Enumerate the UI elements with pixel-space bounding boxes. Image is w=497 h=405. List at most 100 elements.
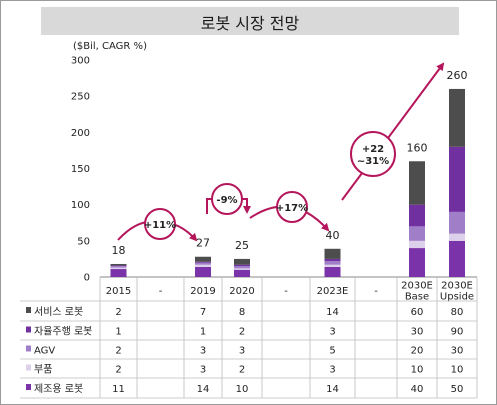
- table-cell: 8: [239, 307, 245, 318]
- legend-swatch-autonomous: [26, 326, 31, 333]
- y-tick-label: 300: [71, 56, 90, 67]
- table-cell: 1: [200, 327, 206, 338]
- table-cell: 40: [411, 384, 424, 395]
- table-cell: 3: [200, 346, 206, 357]
- table-cell: 14: [326, 307, 339, 318]
- table-header-cell: 2030E: [401, 281, 433, 292]
- bar-autonomous: [409, 204, 425, 227]
- table-header-cell: -: [374, 286, 378, 297]
- title-bar: 로봇 시장 전망: [41, 7, 459, 35]
- legend-label-autonomous: 자율주행 로봇: [34, 326, 92, 338]
- table-cell: 3: [329, 327, 335, 338]
- table-header-cell: Upside: [440, 292, 474, 303]
- bar-service: [234, 258, 250, 265]
- legend-swatch-parts: [26, 364, 31, 371]
- total-labels: 18 27 25 40 160 260: [112, 69, 468, 257]
- cagr-2015-2019-circle: [144, 208, 176, 240]
- legend-label-parts: 부품: [34, 364, 52, 376]
- cagr-2019-2020-label: -9%: [216, 195, 237, 206]
- bar-manufacturing: [234, 269, 250, 277]
- total-label: 260: [447, 69, 468, 82]
- bar-parts: [324, 264, 341, 267]
- y-tick-label: 200: [71, 128, 90, 139]
- table-cell: 60: [411, 307, 424, 318]
- total-label: 160: [407, 141, 428, 154]
- table-cell: 11: [112, 384, 125, 395]
- bar-agv: [449, 211, 465, 234]
- y-tick-label: 250: [71, 92, 90, 103]
- bars: [110, 88, 465, 277]
- bar-service: [110, 263, 127, 266]
- cagr-2020-2023-label: +17%: [276, 203, 308, 214]
- bar-parts: [234, 268, 250, 270]
- cagr-2015-2019-label: +11%: [144, 220, 176, 231]
- growth-arrows: +11% -9% +17% +22~31%: [117, 62, 445, 242]
- table-header-cell: -: [159, 286, 163, 297]
- legend-swatch-manufacturing: [26, 384, 31, 390]
- table-header-cell: 2023E: [317, 286, 349, 297]
- legend-swatch-agv: [26, 345, 31, 352]
- bar-agv: [195, 262, 211, 265]
- bar-manufacturing: [409, 248, 425, 277]
- y-tick-label: 0: [84, 273, 90, 284]
- table-cell: 10: [236, 384, 249, 395]
- table-cell: 90: [451, 327, 464, 338]
- table-header-cell: 2019: [190, 286, 215, 297]
- chart-title: 로봇 시장 전망: [200, 14, 300, 33]
- table-cell: 3: [200, 365, 206, 376]
- bar-service: [409, 161, 425, 205]
- bar-manufacturing: [110, 269, 127, 277]
- table-header-cell: 2015: [106, 286, 131, 297]
- cagr-2020-2023-circle: [276, 191, 308, 223]
- bar-parts: [110, 267, 127, 270]
- table-header-cell: 2030E: [441, 281, 473, 292]
- table-cell: 7: [200, 307, 206, 318]
- bar-parts: [449, 233, 465, 241]
- table-cell: 30: [411, 327, 424, 338]
- table-cell: 14: [197, 384, 210, 395]
- table-cell: 3: [329, 365, 335, 376]
- cagr-2023-2030-label: ~31%: [357, 156, 389, 167]
- total-label: 27: [196, 237, 210, 250]
- table-cell: 2: [239, 365, 245, 376]
- table-cell: 5: [329, 346, 335, 357]
- table-cell: 3: [239, 346, 245, 357]
- table-cell: 30: [451, 346, 464, 357]
- legend-label-service: 서비스 로봇: [34, 306, 83, 318]
- table-cell: 20: [411, 346, 424, 357]
- total-label: 40: [326, 229, 340, 242]
- cagr-2019-2020-circle: [211, 183, 243, 215]
- bar-service: [449, 88, 465, 147]
- bar-agv: [409, 226, 425, 241]
- bar-service: [195, 256, 211, 262]
- bar-manufacturing: [195, 266, 211, 277]
- bar-agv: [234, 266, 250, 269]
- bar-parts: [195, 264, 211, 267]
- bar-service: [324, 248, 341, 259]
- y-tick-label: 100: [71, 200, 90, 211]
- legend-swatch-service: [26, 307, 31, 313]
- bar-autonomous: [110, 265, 127, 267]
- table-cell: 2: [239, 327, 245, 338]
- table-cell: 2: [115, 307, 121, 318]
- bar-parts: [409, 240, 425, 249]
- table-cell: 10: [451, 365, 464, 376]
- table-cell: 50: [451, 384, 464, 395]
- bar-manufacturing: [449, 240, 465, 277]
- table-cell: 10: [411, 365, 424, 376]
- bar-manufacturing: [324, 266, 341, 277]
- y-axis-unit-label: ($Bil, CAGR %): [73, 41, 147, 52]
- table-header-cell: Base: [405, 292, 429, 303]
- bar-autonomous: [234, 264, 250, 267]
- table-cell: 2: [115, 346, 121, 357]
- cagr-2023-2030-circle: [350, 131, 396, 177]
- legend-label-agv: AGV: [34, 346, 55, 357]
- cagr-2023-2030-label: +22: [362, 144, 384, 155]
- legend-label-manufacturing: 제조용 로봇: [34, 383, 83, 395]
- table-header-cell: -: [284, 286, 288, 297]
- table-header-cell: 2020: [229, 286, 254, 297]
- table-cell: 14: [326, 384, 339, 395]
- bar-autonomous: [324, 258, 341, 262]
- y-tick-label: 50: [77, 236, 90, 247]
